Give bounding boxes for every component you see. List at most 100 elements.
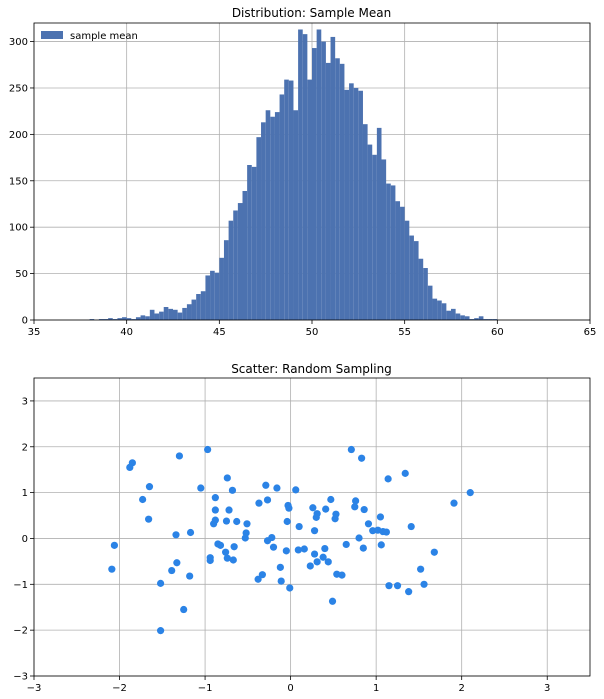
scatter-point bbox=[310, 550, 319, 558]
histogram-bar bbox=[103, 319, 109, 320]
scatter-point bbox=[145, 515, 153, 523]
scatter-y-tick-label: −2 bbox=[13, 626, 28, 637]
scatter-y-tick-label: −3 bbox=[13, 672, 28, 683]
scatter-x-tick-label: 3 bbox=[544, 683, 550, 694]
scatter-point bbox=[327, 495, 335, 504]
scatter-point bbox=[229, 556, 237, 564]
scatter-point bbox=[309, 504, 317, 512]
histogram-bar bbox=[395, 201, 401, 320]
histogram-bar bbox=[168, 308, 173, 320]
histogram-bar bbox=[145, 316, 150, 320]
scatter-point bbox=[401, 469, 409, 477]
scatter-point bbox=[173, 559, 181, 567]
histogram-bar bbox=[386, 183, 391, 320]
scatter-point bbox=[233, 517, 241, 526]
histogram-bar bbox=[251, 166, 257, 320]
scatter-point bbox=[306, 562, 314, 570]
histogram-bar bbox=[418, 258, 424, 320]
histogram-bar bbox=[423, 268, 428, 320]
histogram-bar bbox=[108, 318, 113, 320]
histogram-bar bbox=[381, 159, 387, 320]
scatter-point bbox=[228, 486, 237, 494]
histogram-bar bbox=[117, 318, 123, 320]
scatter-point bbox=[223, 474, 231, 482]
histogram-bar bbox=[349, 83, 354, 320]
histogram-bar bbox=[427, 285, 433, 320]
histogram-y-tick-label: 100 bbox=[9, 223, 28, 234]
histogram-bar bbox=[173, 309, 178, 320]
histogram-bars bbox=[89, 29, 498, 321]
histogram-bar bbox=[293, 110, 299, 321]
histogram-title: Distribution: Sample Mean bbox=[232, 6, 391, 20]
histogram-bar bbox=[455, 313, 461, 320]
histogram-bar bbox=[186, 304, 192, 320]
histogram-bar bbox=[325, 62, 331, 321]
histogram-bar bbox=[256, 137, 262, 320]
histogram-bar bbox=[112, 319, 118, 320]
histogram-bar bbox=[154, 313, 160, 320]
scatter-point bbox=[377, 541, 385, 549]
histogram-bar bbox=[372, 154, 377, 320]
histogram-bar bbox=[223, 240, 229, 320]
legend-swatch-sample-mean bbox=[41, 31, 63, 39]
histogram-bar bbox=[437, 300, 442, 320]
scatter-point bbox=[417, 565, 425, 573]
histogram-bar bbox=[460, 315, 465, 320]
histogram-ticks: 35 40 45 50 55 60 65 0 50 100 150 200 250 300 bbox=[9, 37, 596, 338]
histogram-y-tick-label: 0 bbox=[22, 316, 28, 327]
scatter-point bbox=[338, 571, 346, 579]
histogram-bar bbox=[196, 294, 201, 320]
scatter-point bbox=[324, 558, 332, 566]
scatter-point bbox=[332, 510, 340, 518]
scatter-point bbox=[225, 506, 233, 514]
histogram-bar bbox=[316, 29, 322, 320]
scatter-title: Scatter: Random Sampling bbox=[231, 362, 392, 376]
histogram-bar bbox=[335, 58, 340, 321]
scatter-point bbox=[186, 528, 195, 537]
scatter-point bbox=[393, 582, 402, 590]
histogram-bar bbox=[492, 319, 498, 320]
scatter-point bbox=[466, 489, 474, 497]
histogram-bar bbox=[149, 309, 155, 320]
histogram-bar bbox=[233, 210, 238, 320]
scatter-point bbox=[328, 597, 337, 605]
scatter-point bbox=[273, 484, 281, 492]
scatter-panel: Scatter: Random Sampling −3 −2 −1 0 1 2 3−3−2−… bbox=[13, 362, 591, 694]
histogram-bar bbox=[98, 319, 104, 320]
scatter-point bbox=[156, 627, 165, 635]
scatter-point bbox=[407, 522, 415, 531]
scatter-point bbox=[384, 475, 392, 483]
scatter-point bbox=[405, 588, 413, 596]
scatter-point bbox=[243, 520, 251, 528]
histogram-bar bbox=[400, 206, 405, 320]
scatter-point bbox=[282, 547, 290, 555]
scatter-y-tick-label: −1 bbox=[13, 580, 28, 591]
histogram-y-tick-label: 150 bbox=[9, 176, 28, 187]
scatter-point bbox=[286, 584, 294, 592]
scatter-point bbox=[359, 544, 367, 552]
scatter-x-tick-label: −1 bbox=[198, 683, 213, 694]
histogram-x-tick-label: 50 bbox=[306, 327, 319, 338]
scatter-point bbox=[292, 486, 300, 494]
histogram-bar bbox=[228, 220, 234, 320]
scatter-point bbox=[351, 503, 359, 511]
histogram-bar bbox=[261, 122, 266, 320]
scatter-point bbox=[223, 554, 231, 562]
scatter-point bbox=[254, 575, 262, 583]
histogram-bar bbox=[122, 317, 127, 320]
scatter-point bbox=[300, 545, 308, 553]
scatter-point bbox=[347, 445, 355, 454]
scatter-point bbox=[310, 527, 319, 535]
histogram-x-tick-label: 35 bbox=[28, 327, 41, 338]
scatter-point bbox=[211, 516, 219, 524]
scatter-point bbox=[126, 463, 134, 471]
histogram-bar bbox=[214, 272, 220, 320]
legend-label-sample-mean: sample mean bbox=[70, 31, 138, 42]
scatter-y-tick-label: 1 bbox=[22, 488, 28, 499]
histogram-bar bbox=[177, 312, 183, 320]
histogram-y-tick-label: 50 bbox=[15, 269, 28, 280]
histogram-bar bbox=[210, 270, 215, 320]
scatter-point bbox=[211, 494, 219, 502]
scatter-point bbox=[172, 531, 180, 539]
